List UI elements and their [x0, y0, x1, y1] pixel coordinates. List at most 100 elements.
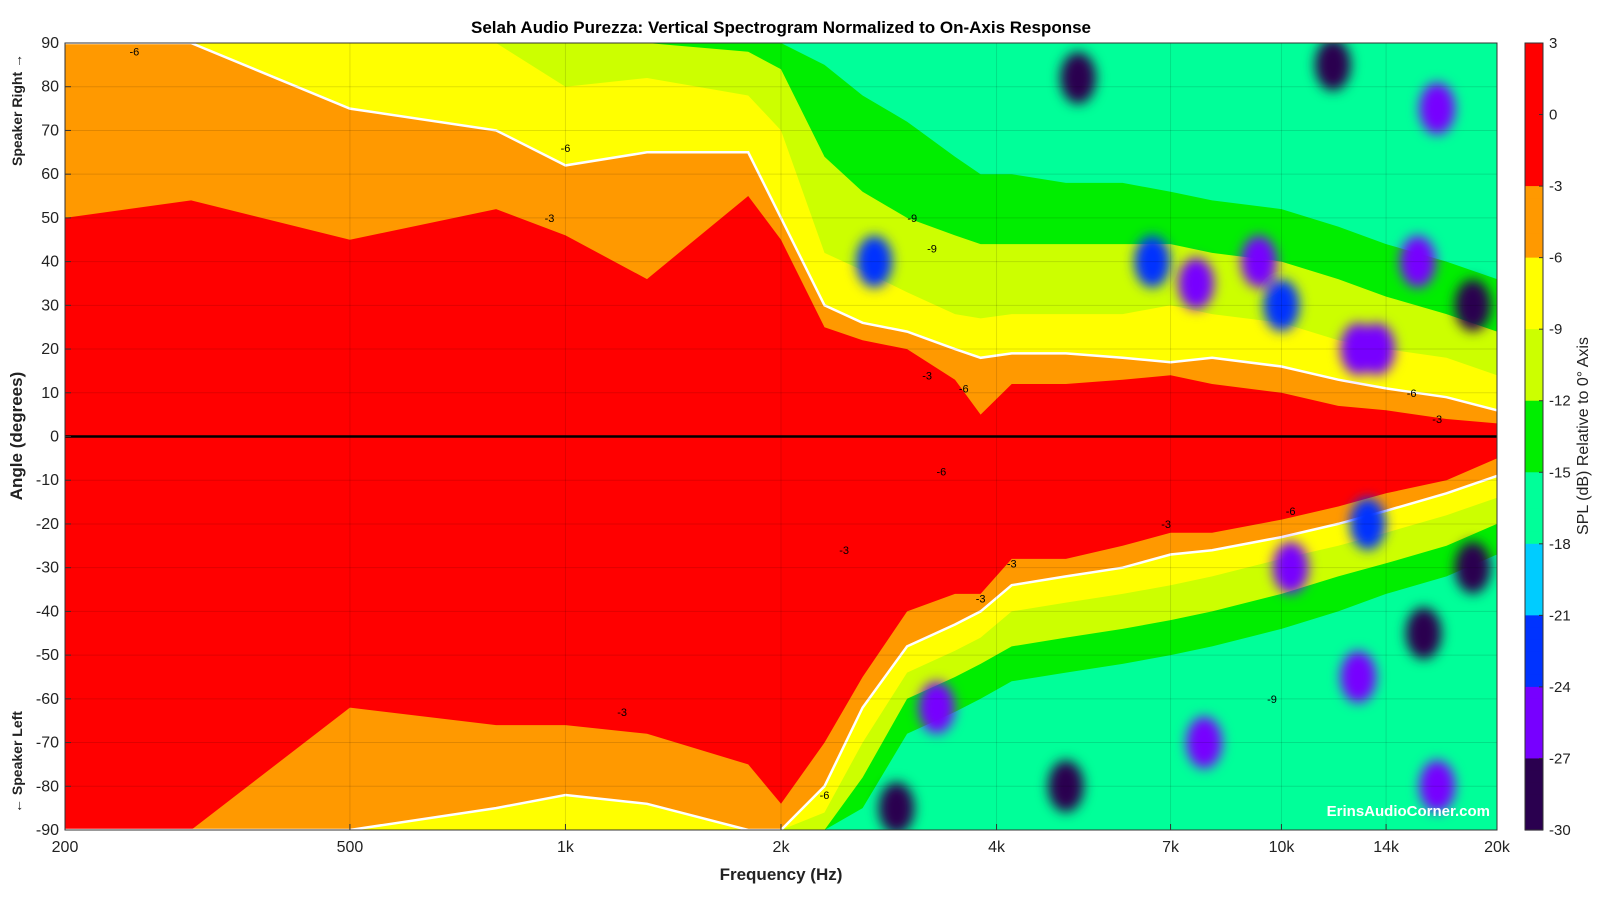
colorbar-label: SPL (dB) Relative to 0° Axis — [1575, 337, 1592, 535]
colorbar-tick-label: -30 — [1549, 822, 1571, 839]
y-tick-label: 30 — [41, 297, 59, 314]
contour-label: -6 — [937, 466, 947, 478]
colorbar-segment — [1525, 651, 1543, 664]
colorbar-segment — [1525, 376, 1543, 390]
colorbar-segment — [1525, 531, 1543, 545]
colorbar-segment — [1525, 54, 1543, 68]
deep-spots — [856, 43, 1491, 830]
y-tick-label: -70 — [36, 735, 59, 752]
colorbar-segment — [1525, 364, 1543, 378]
y-tick-label: 60 — [41, 166, 59, 183]
contour-label: -3 — [545, 213, 555, 225]
y-tick-label: 20 — [41, 341, 59, 358]
x-tick-label: 7k — [1162, 839, 1180, 856]
y-tick-label: -90 — [36, 822, 59, 839]
colorbar-segment — [1525, 710, 1543, 724]
deep-spot — [1349, 497, 1386, 550]
colorbar-tick-label: -6 — [1549, 250, 1562, 267]
y-side-label-bottom: ← Speaker Left — [9, 711, 25, 813]
y-axis-label: Angle (degrees) — [7, 372, 26, 500]
watermark: ErinsAudioCorner.com — [1327, 803, 1490, 820]
colorbar-segment — [1525, 579, 1543, 593]
deep-spot — [878, 782, 915, 830]
colorbar-tick-label: -3 — [1549, 178, 1562, 195]
y-tick-label: -80 — [36, 778, 59, 795]
colorbar-segment — [1525, 460, 1543, 473]
deep-spot — [1060, 51, 1097, 104]
contour-label: -6 — [1286, 506, 1296, 518]
contour-line-lower — [65, 474, 1497, 830]
x-tick-label: 14k — [1373, 839, 1400, 856]
colorbar-tick-label: -15 — [1549, 464, 1571, 481]
deep-spot — [1047, 760, 1084, 813]
colorbar-tick-label: -24 — [1549, 679, 1571, 696]
colorbar-segment — [1525, 388, 1543, 402]
colorbar-segment — [1525, 794, 1543, 807]
deep-spot — [1454, 541, 1491, 594]
deep-spot — [1186, 716, 1223, 769]
colorbar-tick-label: -9 — [1549, 321, 1562, 338]
colorbar-segment — [1525, 472, 1543, 485]
contour-label: -9 — [927, 243, 937, 255]
colorbar-segment — [1525, 293, 1543, 306]
y-tick-label: -60 — [36, 691, 59, 708]
colorbar-segment — [1525, 102, 1543, 116]
colorbar-segment — [1525, 43, 1543, 56]
y-side-label-top: Speaker Right → — [9, 54, 25, 166]
colorbar-segment — [1525, 353, 1543, 366]
colorbar-segment — [1525, 746, 1543, 760]
contour-label: -3 — [922, 370, 932, 382]
plot-clip-group: -6 -3 -6 -9 -9 -3 -6 -6 -3 -6 -3 -3 -3 -3 -6 -3 -6 -9 — [65, 43, 1497, 830]
colorbar-segment — [1525, 567, 1543, 581]
colorbar-frame — [1524, 42, 1544, 831]
contour-label: -9 — [1267, 694, 1277, 706]
deep-spot — [1240, 235, 1277, 288]
colorbar-segment — [1525, 281, 1543, 295]
colorbar-segment — [1525, 400, 1543, 414]
y-tick-label: 40 — [41, 254, 59, 271]
deep-spot — [1454, 279, 1491, 332]
colorbar-segment — [1525, 734, 1543, 748]
colorbar-segment — [1525, 66, 1543, 80]
y-tick-label: 10 — [41, 385, 59, 402]
colorbar-segment — [1525, 209, 1543, 223]
x-tick-label: 20k — [1484, 839, 1511, 856]
colorbar: 3 0 -3 -6 -9 -12 -15 -18 -21 -24 -27 -30 — [1524, 35, 1571, 839]
colorbar-tick-label: -18 — [1549, 536, 1571, 553]
deep-spot — [1359, 323, 1396, 376]
contour-label: -6 — [1407, 388, 1417, 400]
y-tick-label: -30 — [36, 560, 59, 577]
x-tick-label: 10k — [1269, 839, 1296, 856]
deep-spot — [1272, 541, 1309, 594]
colorbar-segment — [1525, 78, 1543, 92]
colorbar-segment — [1525, 782, 1543, 795]
colorbar-segment — [1525, 543, 1543, 557]
contour-label: -3 — [1161, 519, 1171, 531]
y-tick-label: -20 — [36, 516, 59, 533]
contour-label: -3 — [976, 593, 986, 605]
colorbar-segment — [1525, 412, 1543, 426]
colorbar-segment — [1525, 758, 1543, 771]
colorbar-segment — [1525, 114, 1543, 128]
contour-label: -6 — [820, 790, 830, 802]
colorbar-segment — [1525, 591, 1543, 605]
colorbar-segment — [1525, 508, 1543, 521]
y-tick-label: 0 — [50, 429, 59, 446]
colorbar-segment — [1525, 436, 1543, 450]
colorbar-segment — [1525, 269, 1543, 283]
x-tick-label: 4k — [988, 839, 1006, 856]
colorbar-segment — [1525, 221, 1543, 235]
colorbar-segment — [1525, 603, 1543, 616]
colorbar-segment — [1525, 257, 1543, 271]
x-tick-label: 1k — [557, 839, 575, 856]
colorbar-segment — [1525, 496, 1543, 509]
colorbar-segment — [1525, 90, 1543, 104]
plot-area: -6 -3 -6 -9 -9 -3 -6 -6 -3 -6 -3 -3 -3 -3 -6 -3 -6 -9 — [65, 43, 1497, 830]
x-tick-label: 200 — [52, 839, 79, 856]
colorbar-segment — [1525, 317, 1543, 330]
y-tick-label: -40 — [36, 603, 59, 620]
x-tick-label: 500 — [337, 839, 364, 856]
deep-spot — [856, 235, 893, 288]
colorbar-segment — [1525, 484, 1543, 497]
